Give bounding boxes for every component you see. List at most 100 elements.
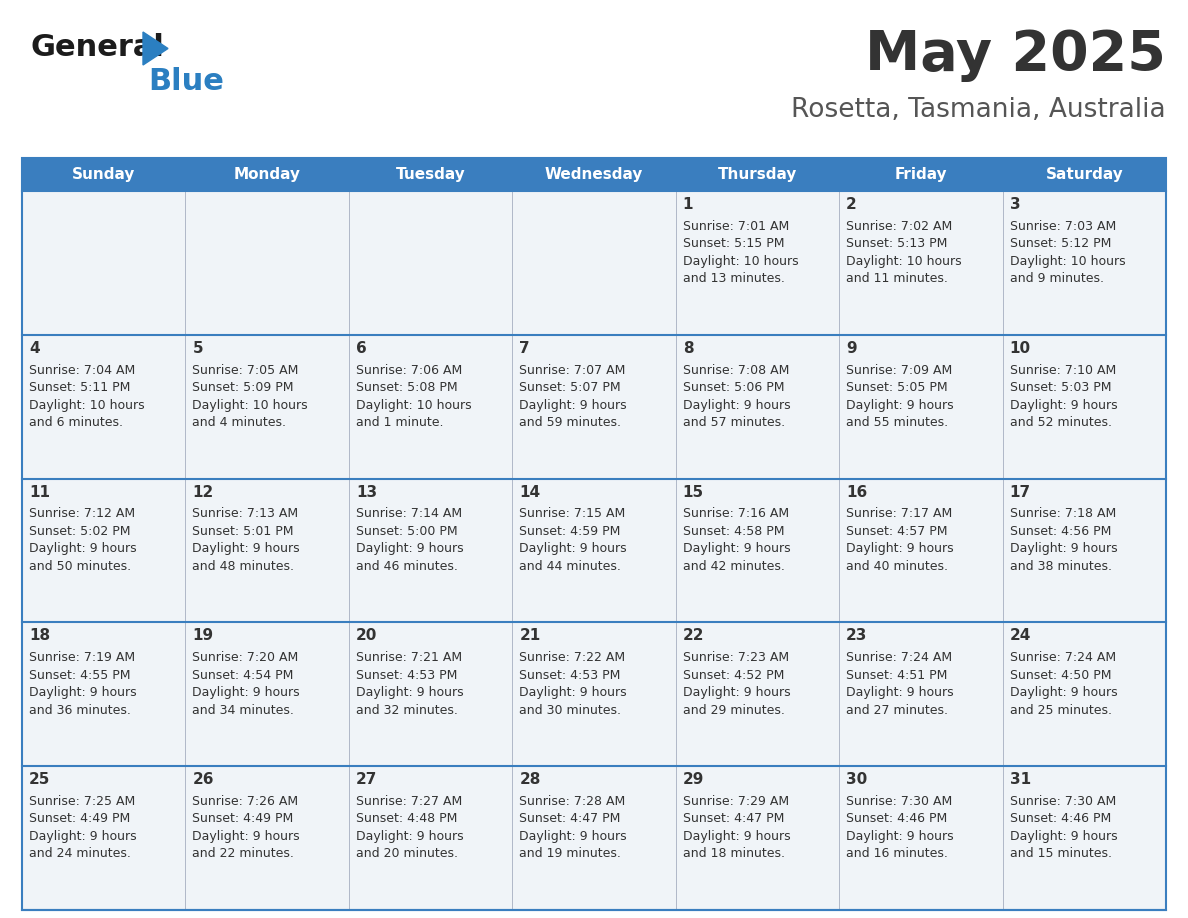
Text: Daylight: 10 hours: Daylight: 10 hours <box>192 398 308 411</box>
Text: 3: 3 <box>1010 197 1020 212</box>
Text: Daylight: 9 hours: Daylight: 9 hours <box>29 830 137 843</box>
Text: and 34 minutes.: and 34 minutes. <box>192 704 295 717</box>
Text: Sunset: 4:49 PM: Sunset: 4:49 PM <box>192 812 293 825</box>
Text: 27: 27 <box>356 772 378 788</box>
Bar <box>23 158 1165 910</box>
Text: 28: 28 <box>519 772 541 788</box>
Text: Sunrise: 7:14 AM: Sunrise: 7:14 AM <box>356 508 462 521</box>
Text: Sunset: 4:46 PM: Sunset: 4:46 PM <box>1010 812 1111 825</box>
Text: Sunset: 5:01 PM: Sunset: 5:01 PM <box>192 525 293 538</box>
Text: Daylight: 9 hours: Daylight: 9 hours <box>519 543 627 555</box>
Text: and 20 minutes.: and 20 minutes. <box>356 847 457 860</box>
Text: 10: 10 <box>1010 341 1031 356</box>
Bar <box>23 335 1165 478</box>
Text: Sunrise: 7:03 AM: Sunrise: 7:03 AM <box>1010 219 1116 233</box>
Text: and 59 minutes.: and 59 minutes. <box>519 416 621 429</box>
Text: Daylight: 9 hours: Daylight: 9 hours <box>846 686 954 700</box>
Text: and 24 minutes.: and 24 minutes. <box>29 847 131 860</box>
Text: 23: 23 <box>846 629 867 644</box>
Text: Sunrise: 7:23 AM: Sunrise: 7:23 AM <box>683 651 789 664</box>
Text: 26: 26 <box>192 772 214 788</box>
Text: Sunrise: 7:24 AM: Sunrise: 7:24 AM <box>846 651 953 664</box>
Text: Sunrise: 7:27 AM: Sunrise: 7:27 AM <box>356 795 462 808</box>
Text: and 50 minutes.: and 50 minutes. <box>29 560 131 573</box>
Text: and 25 minutes.: and 25 minutes. <box>1010 704 1112 717</box>
Text: Sunrise: 7:22 AM: Sunrise: 7:22 AM <box>519 651 625 664</box>
Text: 19: 19 <box>192 629 214 644</box>
Polygon shape <box>143 32 168 65</box>
Text: 5: 5 <box>192 341 203 356</box>
Text: Sunset: 4:56 PM: Sunset: 4:56 PM <box>1010 525 1111 538</box>
Text: and 1 minute.: and 1 minute. <box>356 416 443 429</box>
Text: Daylight: 9 hours: Daylight: 9 hours <box>519 830 627 843</box>
Text: Daylight: 10 hours: Daylight: 10 hours <box>846 255 962 268</box>
Text: Monday: Monday <box>234 167 301 182</box>
Text: Sunset: 4:50 PM: Sunset: 4:50 PM <box>1010 668 1111 682</box>
Text: Sunrise: 7:07 AM: Sunrise: 7:07 AM <box>519 364 626 376</box>
Text: Sunrise: 7:04 AM: Sunrise: 7:04 AM <box>29 364 135 376</box>
Text: Sunset: 5:03 PM: Sunset: 5:03 PM <box>1010 381 1111 394</box>
Text: Sunset: 5:05 PM: Sunset: 5:05 PM <box>846 381 948 394</box>
Text: and 22 minutes.: and 22 minutes. <box>192 847 295 860</box>
Bar <box>23 767 1165 910</box>
Text: Sunrise: 7:20 AM: Sunrise: 7:20 AM <box>192 651 298 664</box>
Text: 31: 31 <box>1010 772 1031 788</box>
Text: Daylight: 9 hours: Daylight: 9 hours <box>356 830 463 843</box>
Text: Sunset: 5:08 PM: Sunset: 5:08 PM <box>356 381 457 394</box>
Text: Daylight: 10 hours: Daylight: 10 hours <box>683 255 798 268</box>
Text: Sunset: 5:11 PM: Sunset: 5:11 PM <box>29 381 131 394</box>
Text: Daylight: 9 hours: Daylight: 9 hours <box>519 686 627 700</box>
Text: Sunset: 5:02 PM: Sunset: 5:02 PM <box>29 525 131 538</box>
Text: Sunrise: 7:15 AM: Sunrise: 7:15 AM <box>519 508 626 521</box>
Text: and 36 minutes.: and 36 minutes. <box>29 704 131 717</box>
Text: Sunrise: 7:02 AM: Sunrise: 7:02 AM <box>846 219 953 233</box>
Text: Sunset: 4:57 PM: Sunset: 4:57 PM <box>846 525 948 538</box>
Text: Sunrise: 7:25 AM: Sunrise: 7:25 AM <box>29 795 135 808</box>
Text: Sunset: 5:09 PM: Sunset: 5:09 PM <box>192 381 293 394</box>
Text: Daylight: 9 hours: Daylight: 9 hours <box>192 830 301 843</box>
Text: Blue: Blue <box>148 68 223 96</box>
Text: 11: 11 <box>29 485 50 499</box>
Text: 29: 29 <box>683 772 704 788</box>
Text: and 15 minutes.: and 15 minutes. <box>1010 847 1112 860</box>
Text: Sunset: 4:51 PM: Sunset: 4:51 PM <box>846 668 948 682</box>
Text: Sunset: 5:15 PM: Sunset: 5:15 PM <box>683 237 784 251</box>
Text: Sunrise: 7:05 AM: Sunrise: 7:05 AM <box>192 364 299 376</box>
Text: 24: 24 <box>1010 629 1031 644</box>
Text: and 19 minutes.: and 19 minutes. <box>519 847 621 860</box>
Text: 15: 15 <box>683 485 703 499</box>
Text: 7: 7 <box>519 341 530 356</box>
Text: 4: 4 <box>29 341 39 356</box>
Text: Daylight: 9 hours: Daylight: 9 hours <box>519 398 627 411</box>
Bar <box>23 158 1165 191</box>
Text: Sunrise: 7:26 AM: Sunrise: 7:26 AM <box>192 795 298 808</box>
Text: Daylight: 9 hours: Daylight: 9 hours <box>1010 830 1117 843</box>
Text: Sunset: 4:53 PM: Sunset: 4:53 PM <box>356 668 457 682</box>
Text: Daylight: 9 hours: Daylight: 9 hours <box>683 543 790 555</box>
Text: Sunset: 4:55 PM: Sunset: 4:55 PM <box>29 668 131 682</box>
Text: Daylight: 9 hours: Daylight: 9 hours <box>683 398 790 411</box>
Text: and 30 minutes.: and 30 minutes. <box>519 704 621 717</box>
Text: Sunrise: 7:17 AM: Sunrise: 7:17 AM <box>846 508 953 521</box>
Text: Sunrise: 7:28 AM: Sunrise: 7:28 AM <box>519 795 626 808</box>
Text: Sunrise: 7:18 AM: Sunrise: 7:18 AM <box>1010 508 1116 521</box>
Text: and 52 minutes.: and 52 minutes. <box>1010 416 1112 429</box>
Text: and 57 minutes.: and 57 minutes. <box>683 416 785 429</box>
Text: 18: 18 <box>29 629 50 644</box>
Text: Sunrise: 7:01 AM: Sunrise: 7:01 AM <box>683 219 789 233</box>
Text: 17: 17 <box>1010 485 1031 499</box>
Text: 9: 9 <box>846 341 857 356</box>
Text: Sunset: 4:49 PM: Sunset: 4:49 PM <box>29 812 131 825</box>
Text: and 11 minutes.: and 11 minutes. <box>846 273 948 285</box>
Text: Sunrise: 7:10 AM: Sunrise: 7:10 AM <box>1010 364 1116 376</box>
Bar <box>23 622 1165 767</box>
Text: Sunset: 4:46 PM: Sunset: 4:46 PM <box>846 812 947 825</box>
Text: and 6 minutes.: and 6 minutes. <box>29 416 124 429</box>
Text: and 18 minutes.: and 18 minutes. <box>683 847 785 860</box>
Text: and 55 minutes.: and 55 minutes. <box>846 416 948 429</box>
Text: Daylight: 9 hours: Daylight: 9 hours <box>192 686 301 700</box>
Text: 1: 1 <box>683 197 694 212</box>
Text: General: General <box>30 33 164 62</box>
Text: Daylight: 9 hours: Daylight: 9 hours <box>846 398 954 411</box>
Text: Wednesday: Wednesday <box>545 167 643 182</box>
